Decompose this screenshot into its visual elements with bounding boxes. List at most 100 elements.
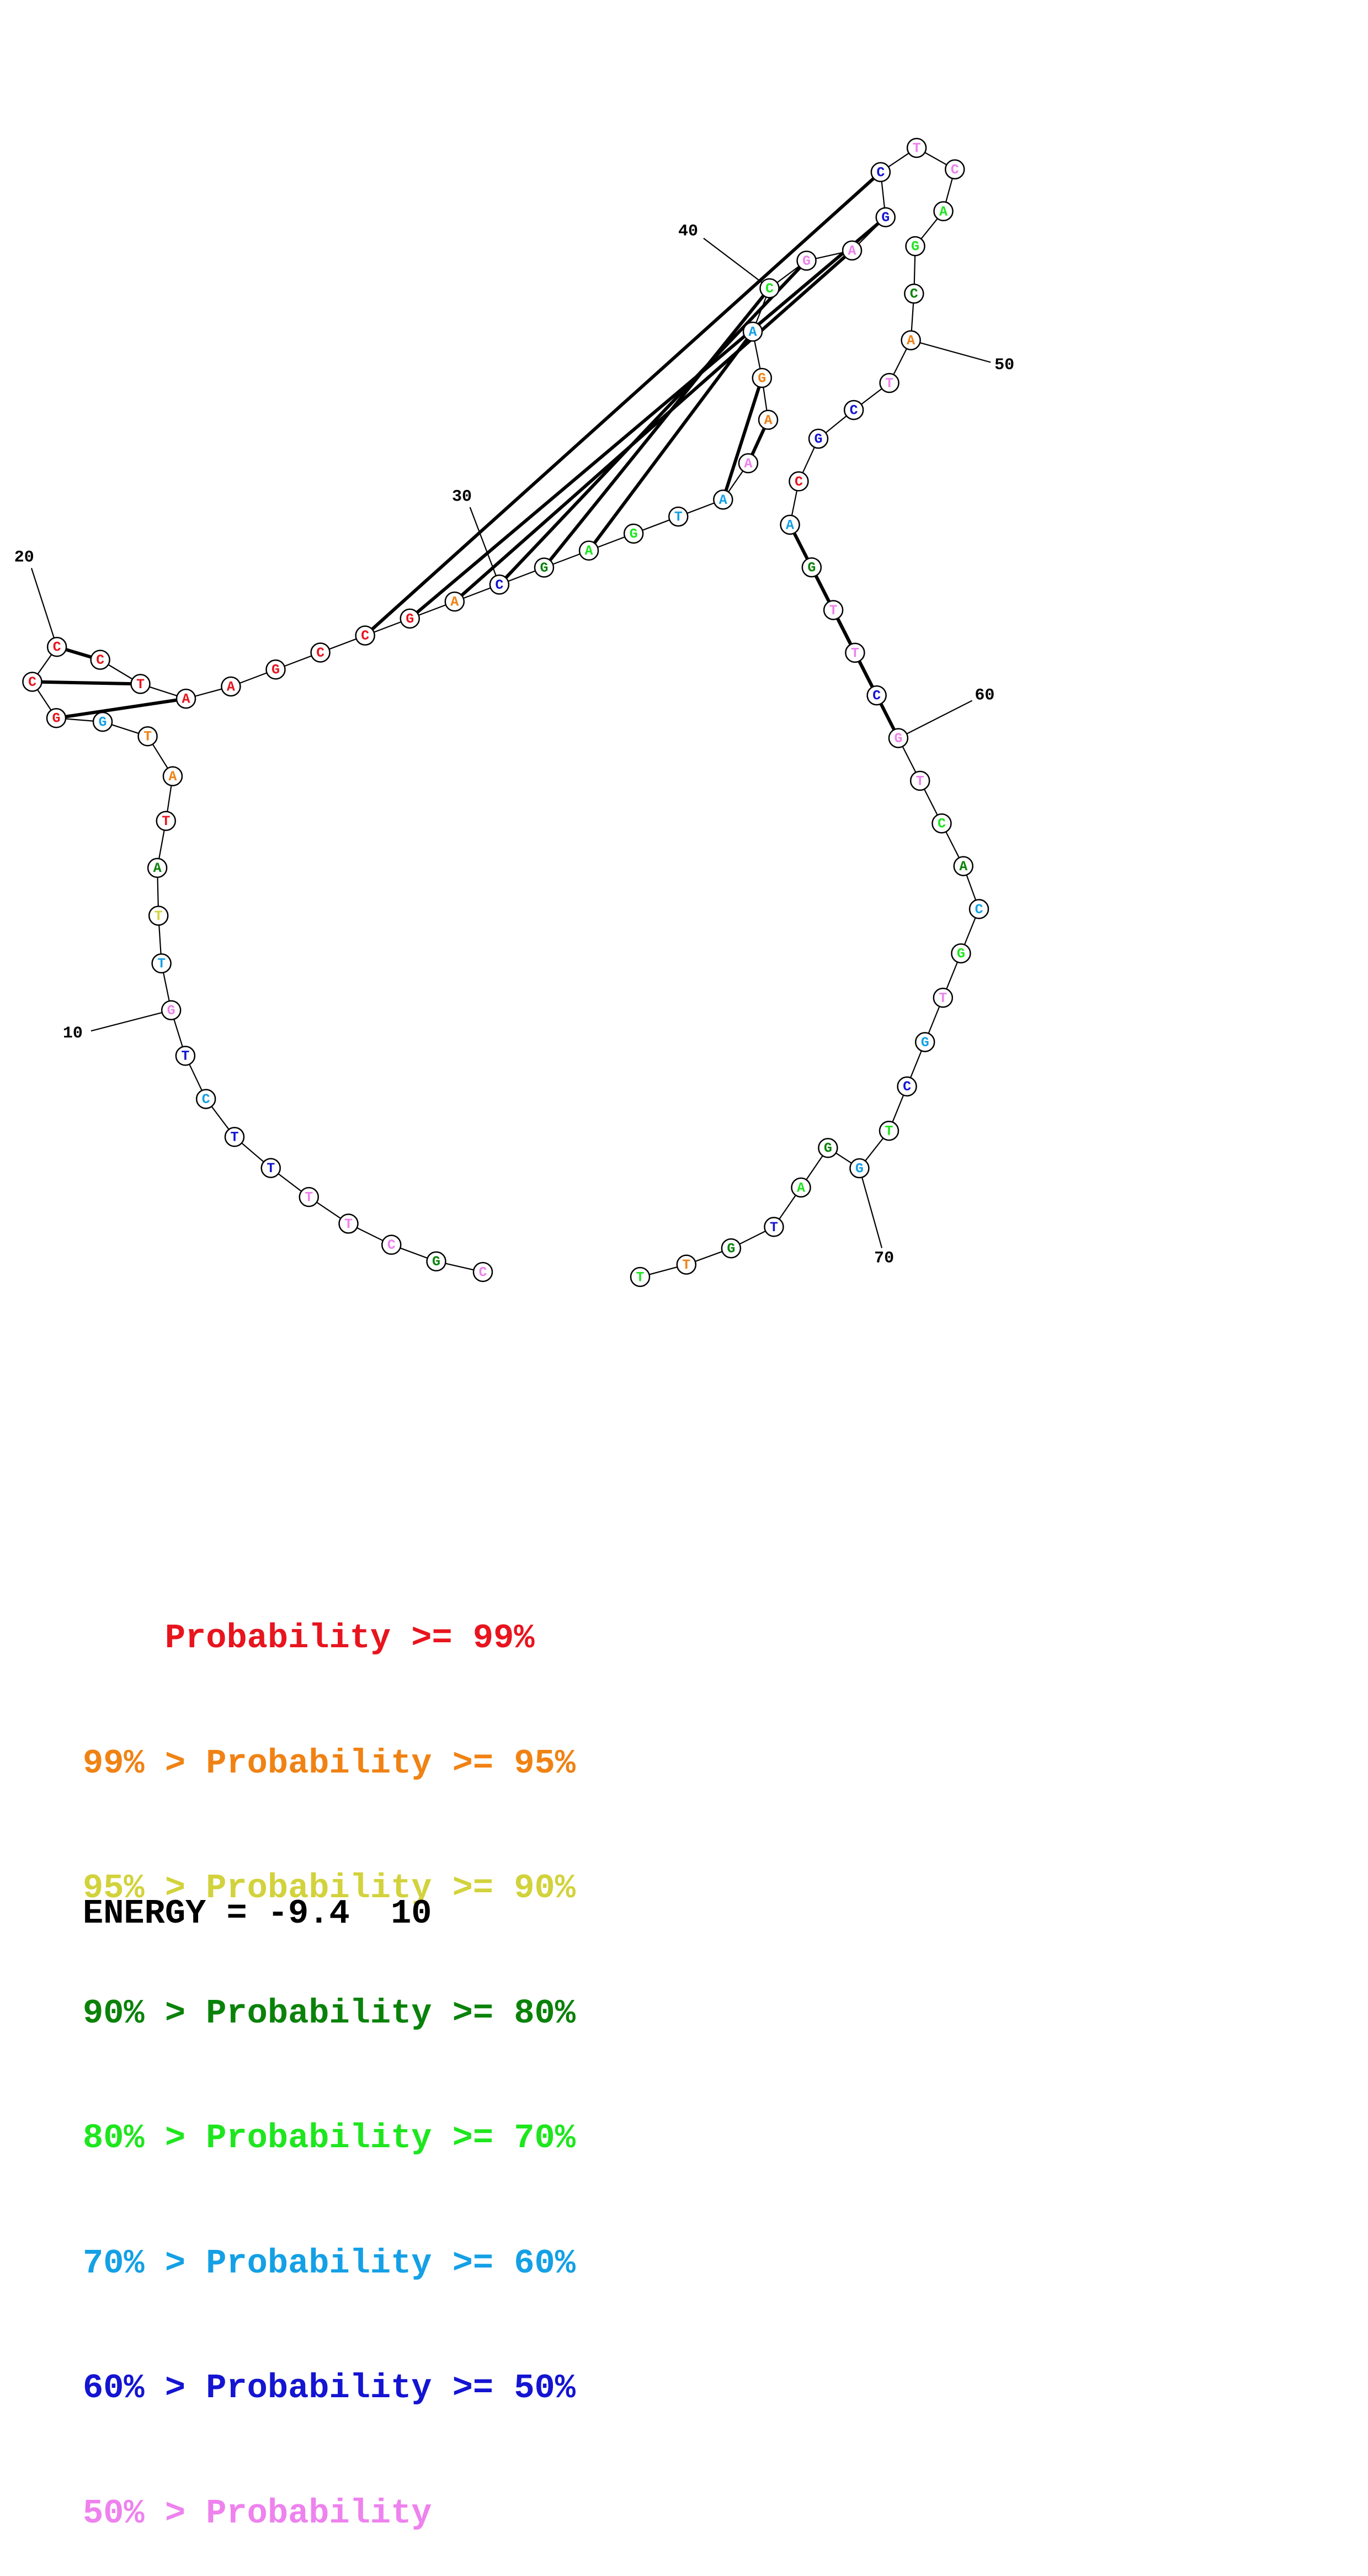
nucleotide-circle — [789, 471, 809, 492]
nucleotide-letter: C — [910, 286, 918, 302]
nucleotide: T — [906, 137, 927, 158]
nucleotide: A — [791, 1177, 811, 1198]
nucleotide-letter: G — [432, 1254, 440, 1270]
position-tick — [859, 1168, 883, 1248]
nucleotide-circle — [843, 400, 864, 421]
legend-row: 90% > Probability >= 80% — [83, 1993, 576, 2035]
nucleotide: T — [668, 506, 689, 527]
nucleotide-circle — [780, 514, 800, 535]
nucleotide: T — [845, 642, 865, 663]
nucleotide-circle — [933, 987, 954, 1008]
nucleotide-circle — [534, 557, 555, 578]
nucleotide-circle — [426, 1251, 446, 1271]
nucleotide-letter: C — [478, 1265, 487, 1281]
nucleotide-letter: G — [815, 432, 823, 448]
position-ticks — [30, 237, 991, 1248]
nucleotide: C — [46, 636, 67, 657]
nucleotide-circle — [818, 1137, 838, 1158]
legend-text: Probability >= 70% — [206, 2119, 576, 2158]
nucleotide-letter: G — [630, 526, 638, 542]
legend-row: 50% > Probability — [83, 2493, 576, 2535]
nucleotide: A — [933, 201, 954, 222]
legend-row: 80% > Probability >= 70% — [83, 2117, 576, 2159]
nucleotide-letter: A — [764, 412, 773, 428]
nucleotide: A — [901, 330, 921, 350]
nucleotide-letter: A — [227, 679, 235, 695]
nucleotide-circle — [668, 506, 689, 527]
nucleotide-circle — [175, 688, 196, 709]
nucleotide-circle — [472, 1262, 493, 1282]
nucleotide-letter: A — [168, 769, 177, 785]
nucleotide-circle — [338, 1214, 359, 1234]
nucleotide-circle — [151, 953, 172, 973]
base-pair-bond — [453, 249, 854, 603]
nucleotide: G — [400, 608, 420, 629]
nucleotide-letter: G — [881, 210, 890, 226]
nucleotide: G — [623, 523, 644, 544]
nucleotide: T — [676, 1254, 697, 1275]
legend-row: 95% > Probability >= 90% — [83, 1867, 576, 1909]
nucleotide: C — [931, 813, 952, 834]
nucleotide: A — [713, 489, 733, 510]
nucleotide-letter: A — [939, 204, 948, 220]
base-pairs — [32, 171, 900, 739]
base-pair-bond — [32, 680, 141, 686]
nucleotide-letter: A — [848, 243, 856, 259]
nucleotide: T — [175, 1045, 196, 1066]
nucleotide-circle — [147, 858, 168, 878]
nucleotide-letter: G — [894, 731, 902, 747]
nucleotide-circle — [914, 1032, 935, 1052]
energy-readout: ENERGY = -9.4 10 — [83, 1894, 432, 1933]
nucleotide: G — [808, 428, 829, 449]
position-tick — [91, 1009, 172, 1032]
nucleotide-circle — [759, 278, 780, 299]
nucleotide-letter: C — [316, 645, 324, 661]
nucleotide-letter: T — [636, 1270, 644, 1286]
position-label: 50 — [994, 356, 1014, 375]
nucleotide-letter: C — [872, 688, 881, 704]
nucleotide: G — [265, 659, 286, 680]
nucleotide-circle — [796, 251, 817, 271]
nucleotide-letter: G — [758, 370, 766, 386]
nucleotide-circle — [46, 707, 67, 728]
base-pair-bond — [587, 331, 754, 552]
nucleotide-letter: G — [272, 662, 280, 678]
nucleotide: A — [780, 514, 800, 535]
nucleotide-circle — [260, 1158, 281, 1178]
nucleotide: T — [909, 770, 930, 791]
nucleotide-circle — [46, 636, 67, 657]
nucleotide: G — [161, 1000, 182, 1020]
nucleotide-circle — [901, 330, 921, 350]
legend-text: Probability >= 60% — [206, 2243, 576, 2283]
nucleotide-letter: T — [770, 1220, 778, 1236]
nucleotide-circle — [162, 766, 183, 786]
nucleotide: C — [945, 159, 965, 180]
legend-prefix: 80% > — [83, 2119, 206, 2158]
probability-legend: Probability >= 99% 99% > Probability >= … — [83, 1534, 576, 2576]
base-pair-bond — [364, 171, 882, 637]
nucleotide: C — [843, 400, 864, 421]
nucleotide: C — [897, 1076, 917, 1097]
legend-prefix: 70% > — [83, 2243, 206, 2283]
nucleotide-letter: C — [202, 1092, 210, 1108]
nucleotide-circle — [713, 489, 733, 510]
legend-text: Probability >= 95% — [206, 1743, 576, 1783]
nucleotide: G — [46, 707, 67, 728]
nucleotide-circle — [738, 453, 759, 473]
base-pair-bond — [408, 216, 887, 620]
nucleotide: G — [888, 728, 909, 748]
nucleotide: C — [866, 685, 887, 706]
nucleotide-letter: C — [903, 1079, 911, 1095]
nucleotide: C — [22, 672, 42, 692]
nucleotide-letter: C — [28, 674, 36, 690]
nucleotide-circle — [845, 642, 865, 663]
nucleotide: T — [338, 1214, 359, 1234]
position-tick — [898, 700, 973, 739]
nucleotide: G — [796, 251, 817, 271]
nucleotide-circle — [90, 650, 110, 670]
nucleotide-circle — [905, 236, 925, 257]
nucleotide: G — [849, 1158, 870, 1179]
nucleotide-letter: A — [748, 324, 757, 340]
nucleotide: A — [758, 409, 779, 430]
nucleotide-circle — [310, 642, 331, 663]
